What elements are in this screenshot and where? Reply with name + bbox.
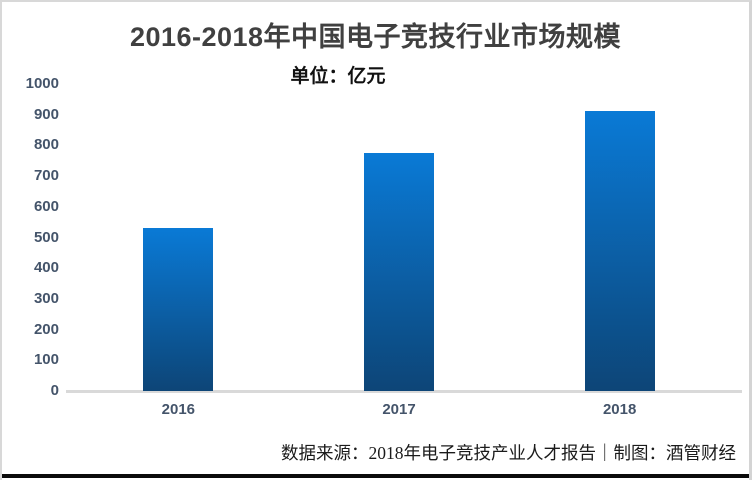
x-axis-line bbox=[66, 390, 742, 393]
y-tick-label: 1000 bbox=[25, 75, 59, 92]
y-tick-label: 300 bbox=[33, 289, 59, 307]
y-tick-label: 400 bbox=[33, 259, 59, 277]
y-tick-label: 800 bbox=[33, 136, 59, 154]
source-note: 数据来源：2018年电子竞技产业人才报告｜制图：酒管财经 bbox=[281, 443, 736, 463]
y-tick-label: 700 bbox=[33, 167, 59, 185]
chart-title: 2016-2018年中国电子竞技行业市场规模 bbox=[129, 22, 622, 52]
x-tick-label-2017: 2017 bbox=[382, 401, 416, 418]
chart-unit-label: 单位：亿元 bbox=[290, 66, 386, 87]
bar-2016 bbox=[143, 227, 214, 391]
y-tick-label: 200 bbox=[33, 320, 59, 338]
bar-2017 bbox=[364, 153, 434, 391]
x-tick-label-2018: 2018 bbox=[602, 401, 637, 418]
y-tick-label: 500 bbox=[33, 228, 59, 246]
y-tick-label: 900 bbox=[33, 105, 59, 123]
x-tick-label-2016: 2016 bbox=[161, 401, 196, 418]
y-tick-label: 100 bbox=[33, 351, 59, 369]
bar-2018 bbox=[584, 111, 655, 391]
y-tick-label: 600 bbox=[33, 197, 59, 215]
bottom-border bbox=[2, 474, 749, 478]
y-tick-label: 0 bbox=[50, 382, 59, 399]
